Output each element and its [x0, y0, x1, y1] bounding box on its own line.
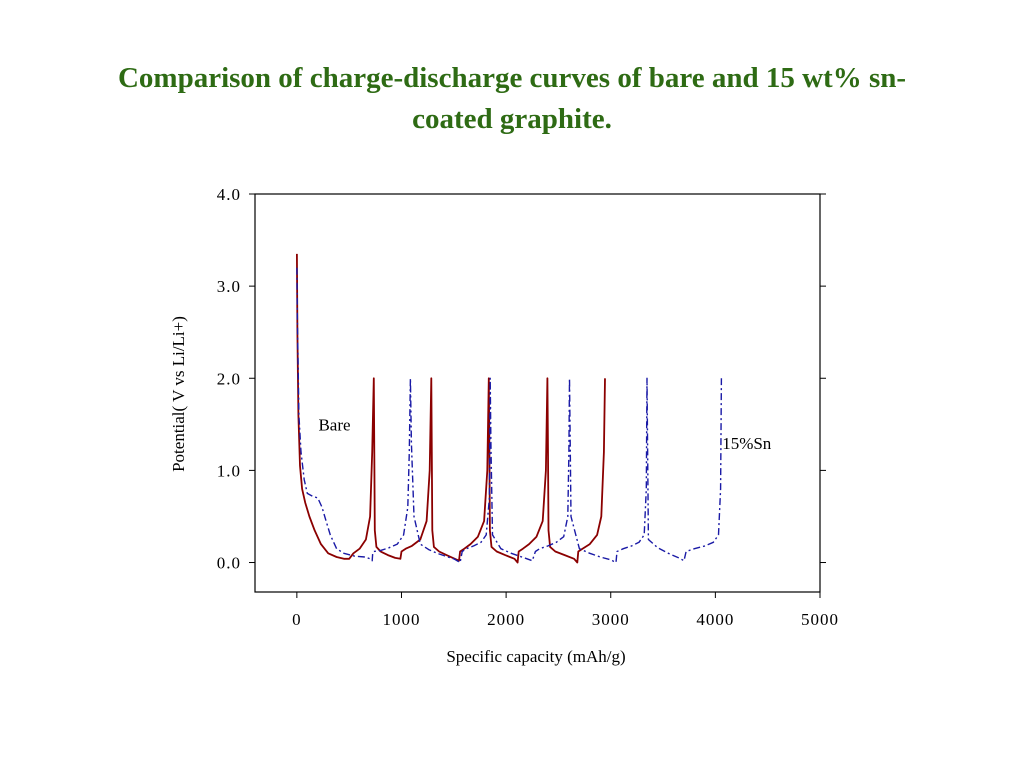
series-layer: [296, 253, 723, 564]
y-axis-title: Potential( V vs Li/Li+): [169, 316, 188, 472]
slide-title: Comparison of charge-discharge curves of…: [117, 62, 907, 135]
plot-area-frame: [254, 193, 821, 593]
x-tick-label: 2000: [487, 610, 525, 629]
annotation-15-sn: 15%Sn: [722, 434, 772, 453]
y-tick-label: 1.0: [217, 461, 241, 480]
annotations: Bare 15%Sn: [318, 415, 771, 452]
x-tick-label: 3000: [592, 610, 630, 629]
x-tick-label: 0: [292, 610, 302, 629]
y-tick-label: 0.0: [217, 554, 241, 573]
y-tick-label: 2.0: [217, 369, 241, 388]
x-axis-title: Specific capacity (mAh/g): [446, 647, 625, 666]
tick-labels: 0 1000 2000 3000 4000 5000 0.0 1.0 2.0 3.0 4.0: [217, 185, 839, 629]
series-line-15-sn: [296, 267, 723, 564]
x-tick-label: 5000: [801, 610, 839, 629]
annotation-bare: Bare: [318, 415, 350, 434]
x-tick-label: 1000: [382, 610, 420, 629]
x-tick-label: 4000: [696, 610, 734, 629]
tick-marks: [249, 193, 826, 598]
y-tick-label: 3.0: [217, 277, 241, 296]
y-tick-label: 4.0: [217, 185, 241, 204]
series-line-bare: [296, 253, 606, 564]
